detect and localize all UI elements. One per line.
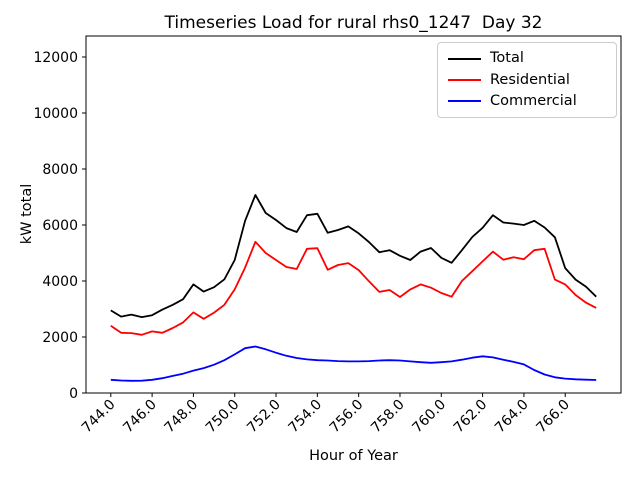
legend-line-sample-residential (448, 78, 481, 81)
y-axis-label: kW total (19, 183, 35, 245)
x-tick-label: 746.0 (120, 397, 160, 437)
y-tick-label: 6000 (42, 218, 78, 234)
x-tick-label: 748.0 (162, 397, 202, 437)
x-tick-label: 762.0 (451, 397, 491, 437)
legend-line-sample-commercial (448, 100, 481, 103)
legend-label-residential: Residential (490, 71, 570, 88)
axes-spines (85, 35, 622, 394)
x-axis-label: Hour of Year (309, 448, 398, 464)
x-tick-label: 744.0 (79, 397, 119, 437)
legend-line-sample-total (448, 57, 481, 60)
x-tick-label: 758.0 (368, 397, 408, 437)
series-line-total (110, 194, 597, 318)
x-tick-label: 752.0 (244, 397, 284, 437)
legend-item-residential: Residential (448, 73, 606, 88)
y-tick-label: 0 (69, 386, 78, 402)
y-tick-label: 2000 (42, 330, 78, 346)
legend-label-total: Total (490, 50, 524, 67)
x-tick-label: 750.0 (203, 397, 243, 437)
y-tick-label: 10000 (33, 106, 78, 122)
legend-label-commercial: Commercial (490, 93, 577, 110)
legend-item-total: Total (448, 51, 606, 66)
series-line-commercial (110, 345, 597, 382)
legend-box: Total Residential Commercial (437, 42, 617, 118)
legend-item-commercial: Commercial (448, 94, 606, 109)
x-tick-label: 756.0 (327, 397, 367, 437)
y-tick-label: 12000 (33, 50, 78, 66)
y-tick-label: 8000 (42, 162, 78, 178)
y-tick-label: 4000 (42, 274, 78, 290)
x-tick-label: 766.0 (533, 397, 573, 437)
x-tick-label: 764.0 (492, 397, 532, 437)
x-tick-label: 754.0 (286, 397, 326, 437)
x-tick-label: 760.0 (409, 397, 449, 437)
chart-title: Timeseries Load for rural rhs0_1247 Day … (164, 13, 543, 33)
series-line-residential (110, 240, 597, 336)
